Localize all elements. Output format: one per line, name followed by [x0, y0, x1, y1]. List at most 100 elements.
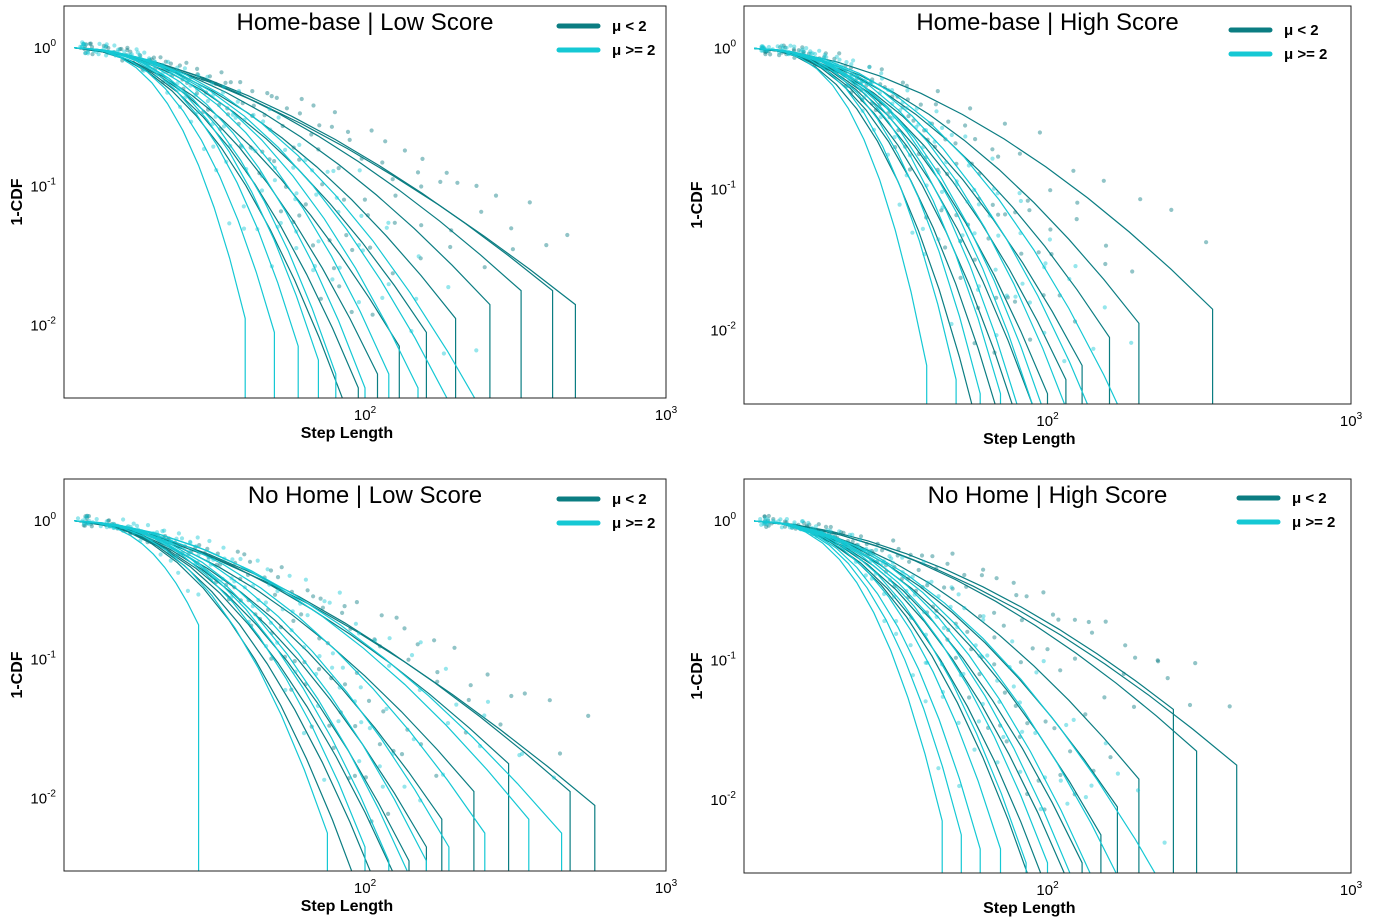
data-point [146, 58, 151, 63]
data-point [293, 197, 298, 202]
data-point [223, 80, 228, 85]
data-point [935, 89, 940, 94]
data-point [914, 125, 919, 130]
data-point [981, 567, 986, 572]
data-point [920, 226, 926, 231]
data-point [907, 167, 913, 172]
data-point [910, 230, 915, 235]
data-point [1025, 721, 1030, 726]
data-point [305, 613, 310, 618]
data-point [841, 541, 846, 546]
series-line [74, 47, 457, 398]
data-point [844, 60, 849, 65]
data-point [1012, 299, 1018, 304]
series-line [74, 520, 486, 871]
data-point [131, 530, 136, 536]
data-point [325, 169, 330, 174]
data-point [244, 167, 249, 172]
data-point [976, 719, 982, 724]
data-point [972, 187, 977, 192]
data-point [282, 654, 288, 660]
data-point [415, 642, 420, 647]
data-point [864, 546, 869, 552]
data-point [994, 333, 999, 338]
data-point [220, 576, 225, 582]
data-point [780, 46, 786, 51]
data-point [418, 256, 423, 261]
data-point [188, 549, 193, 554]
panel-1: 102 103 10-2 10-1 100 Step Length 1-CDF Home-ba… [9, 5, 678, 442]
data-point [209, 576, 214, 581]
data-point [233, 115, 238, 120]
data-point [807, 522, 812, 527]
data-point [261, 119, 266, 124]
data-point [466, 697, 471, 703]
data-point [82, 521, 87, 527]
data-point [129, 52, 134, 57]
data-point [419, 184, 424, 189]
data-point [949, 585, 954, 590]
data-point [320, 605, 325, 610]
data-point [1003, 212, 1008, 217]
data-point [977, 672, 982, 677]
data-point [81, 42, 86, 47]
legend-label: μ < 2 [612, 18, 647, 35]
data-point [1193, 661, 1198, 666]
data-point [932, 139, 937, 144]
data-point [813, 524, 819, 529]
data-point [251, 112, 256, 118]
data-point [183, 95, 188, 100]
data-point [176, 531, 181, 536]
data-point [86, 514, 91, 519]
data-point [303, 577, 308, 582]
data-point [763, 516, 768, 521]
data-point [800, 47, 805, 52]
data-point [390, 177, 395, 182]
data-point [1037, 130, 1042, 135]
data-point [855, 73, 860, 78]
panel-title: No Home | High Score [928, 482, 1168, 509]
data-point [992, 662, 997, 667]
data-point [890, 560, 896, 565]
data-point [83, 51, 88, 56]
data-point [119, 46, 124, 52]
data-point [188, 540, 193, 545]
data-point [327, 723, 332, 728]
data-point [195, 535, 200, 540]
data-point [768, 52, 773, 57]
series-line [754, 47, 981, 404]
data-point [350, 247, 355, 253]
series-line [754, 520, 943, 873]
data-point [210, 121, 215, 126]
data-point [380, 295, 385, 300]
data-point [498, 722, 503, 727]
data-point [817, 48, 822, 53]
data-point [377, 644, 383, 649]
data-point [882, 618, 887, 624]
data-point [394, 615, 399, 620]
x-tick-label: 102 [1036, 880, 1059, 899]
data-point [255, 558, 260, 563]
data-point [250, 604, 255, 609]
data-point [930, 554, 935, 559]
data-point [859, 557, 864, 562]
data-point [880, 560, 885, 566]
data-point [557, 751, 563, 756]
data-point [280, 607, 285, 612]
data-point [921, 145, 926, 150]
data-point [420, 156, 425, 161]
data-point [825, 527, 830, 533]
data-point [1052, 726, 1057, 731]
data-point [921, 559, 926, 565]
series-line [74, 520, 450, 871]
data-point [825, 536, 830, 541]
data-point [1187, 702, 1193, 708]
series-line [754, 520, 1002, 873]
data-point [242, 585, 247, 590]
data-point [946, 119, 951, 124]
data-point [377, 764, 382, 769]
data-point [365, 213, 370, 218]
series-line [74, 47, 275, 398]
data-point [955, 625, 960, 630]
data-point [859, 80, 864, 85]
